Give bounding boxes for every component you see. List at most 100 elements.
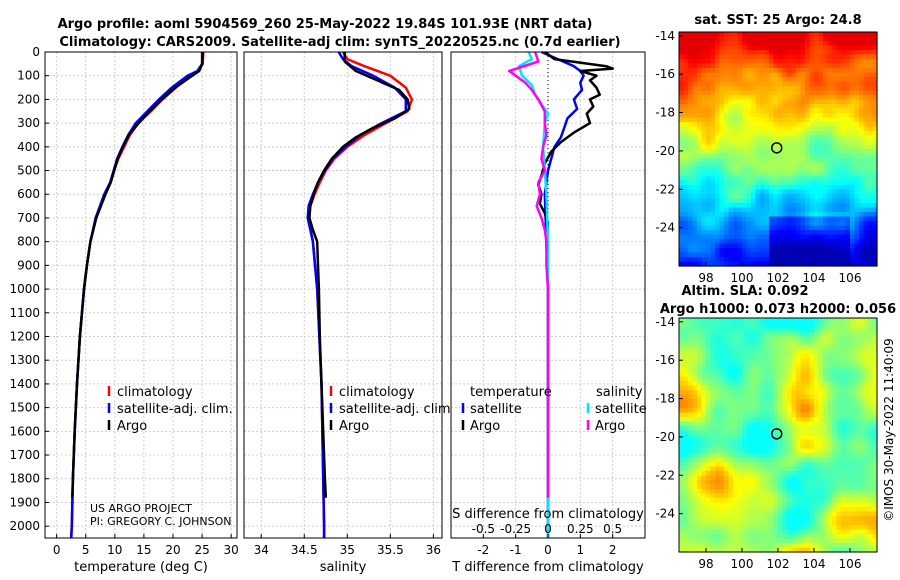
- map-cell: [805, 63, 811, 69]
- map-cell: [728, 430, 734, 436]
- secondary-axis-label: S difference from climatology: [452, 507, 644, 522]
- map-cell: [688, 520, 694, 526]
- map-cell: [805, 448, 811, 454]
- map-cell: [872, 104, 878, 110]
- map-cell: [796, 81, 802, 87]
- map-cell: [697, 72, 703, 78]
- map-cell: [764, 131, 770, 137]
- map-cell: [710, 216, 716, 222]
- map-cell: [737, 239, 743, 245]
- map-cell: [719, 113, 725, 119]
- map-cell: [836, 354, 842, 360]
- map-cell: [814, 95, 820, 101]
- map-cell: [809, 153, 815, 159]
- map-cell: [751, 466, 757, 472]
- map-cell: [805, 480, 811, 486]
- map-cell: [760, 248, 766, 254]
- map-cell: [827, 354, 833, 360]
- map-cell: [845, 239, 851, 245]
- map-cell: [859, 448, 865, 454]
- map-cell: [692, 126, 698, 132]
- map-cell: [701, 230, 707, 236]
- map-cell: [778, 189, 784, 195]
- map-cell: [710, 86, 716, 92]
- map-cell: [751, 162, 757, 168]
- map-cell: [805, 126, 811, 132]
- map-cell: [697, 525, 703, 531]
- map-cell: [859, 99, 865, 105]
- map-cell: [688, 221, 694, 227]
- x-tick-label: 2: [609, 543, 617, 557]
- x-axis-label: T difference from climatology: [451, 560, 644, 575]
- map-cell: [814, 77, 820, 83]
- map-cell: [751, 543, 757, 549]
- map-cell: [796, 525, 802, 531]
- map-cell: [823, 162, 829, 168]
- map-cell: [859, 122, 865, 128]
- map-cell: [818, 144, 824, 150]
- map-cell: [854, 430, 860, 436]
- map-cell: [800, 367, 806, 373]
- map-cell: [778, 520, 784, 526]
- map-cell: [836, 493, 842, 499]
- map-cell: [724, 131, 730, 137]
- argo-float-marker: [770, 142, 783, 154]
- map-cell: [854, 36, 860, 42]
- map-cell: [751, 394, 757, 400]
- map-cell: [868, 349, 874, 355]
- map-cell: [715, 345, 721, 351]
- map-cell: [778, 448, 784, 454]
- map-cell: [742, 462, 748, 468]
- map-cell: [814, 331, 820, 337]
- map-cell: [755, 63, 761, 69]
- map-cell: [859, 498, 865, 504]
- map-cell: [805, 203, 811, 209]
- map-cell: [796, 126, 802, 132]
- map-cell: [737, 162, 743, 168]
- map-cell: [760, 493, 766, 499]
- map-cell: [728, 72, 734, 78]
- map-cell: [755, 117, 761, 123]
- map-cell: [769, 547, 775, 553]
- map-cell: [719, 216, 725, 222]
- legend-item-salinity: Argo: [595, 419, 625, 434]
- map-cell: [791, 77, 797, 83]
- map-cell: [724, 376, 730, 382]
- map-cell: [841, 444, 847, 450]
- map-cell: [845, 367, 851, 373]
- map-cell: [715, 243, 721, 249]
- map-cell: [836, 336, 842, 342]
- map-cell: [679, 90, 685, 96]
- map-cell: [728, 140, 734, 146]
- map-cell: [859, 153, 865, 159]
- map-cell: [688, 394, 694, 400]
- map-cell: [872, 117, 878, 123]
- map-cell: [679, 426, 685, 432]
- map-y-tick-label: -20: [655, 144, 675, 158]
- map-cell: [751, 412, 757, 418]
- map-cell: [859, 336, 865, 342]
- map-cell: [791, 194, 797, 200]
- map-cell: [782, 498, 788, 504]
- map-cell: [832, 140, 838, 146]
- map-cell: [800, 189, 806, 195]
- map-cell: [805, 122, 811, 128]
- map-cell: [859, 113, 865, 119]
- map-cell: [760, 41, 766, 47]
- map-cell: [724, 511, 730, 517]
- map-cell: [827, 516, 833, 522]
- map-cell: [850, 390, 856, 396]
- map-cell: [751, 367, 757, 373]
- map-cell: [823, 538, 829, 544]
- map-cell: [679, 99, 685, 105]
- map-cell: [787, 327, 793, 333]
- map-cell: [782, 534, 788, 540]
- map-cell: [773, 547, 779, 553]
- map-cell: [742, 453, 748, 459]
- map-cell: [737, 153, 743, 159]
- map-cell: [751, 99, 757, 105]
- map-cell: [683, 516, 689, 522]
- map-cell: [760, 358, 766, 364]
- map-cell: [683, 86, 689, 92]
- map-cell: [778, 216, 784, 222]
